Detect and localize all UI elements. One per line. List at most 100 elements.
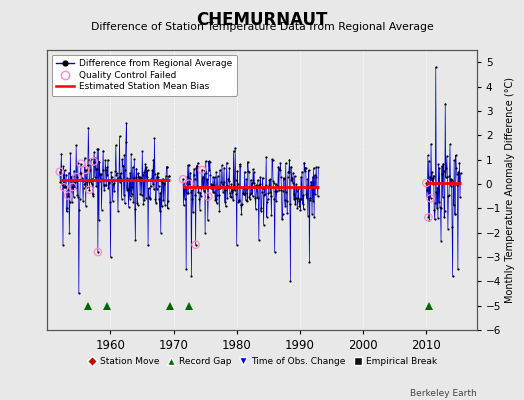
Point — [290, 196, 298, 202]
Point — [281, 202, 289, 209]
Point — [313, 184, 321, 190]
Point — [281, 160, 290, 166]
Point — [113, 176, 122, 182]
Point — [300, 160, 308, 166]
Point — [102, 182, 111, 188]
Point — [265, 177, 274, 184]
Point — [114, 208, 122, 214]
Point — [88, 175, 96, 182]
Point — [103, 164, 111, 171]
Point — [94, 249, 102, 255]
Point — [255, 182, 264, 188]
Point — [433, 184, 442, 191]
Point — [277, 187, 286, 194]
Point — [117, 196, 126, 202]
Point — [179, 202, 188, 208]
Point — [250, 184, 259, 190]
Point — [199, 188, 208, 194]
Point — [426, 174, 434, 180]
Point — [450, 157, 458, 164]
Point — [262, 154, 270, 160]
Point — [121, 200, 129, 206]
Point — [150, 186, 158, 192]
Point — [154, 174, 162, 180]
Point — [186, 170, 194, 176]
Point — [243, 197, 252, 204]
Point — [67, 174, 75, 180]
Point — [280, 176, 288, 182]
Point — [83, 179, 91, 186]
Point — [107, 174, 116, 180]
Point — [424, 214, 433, 220]
Point — [115, 174, 123, 180]
Point — [254, 176, 262, 183]
Point — [56, 168, 64, 175]
Point — [111, 177, 119, 183]
Point — [299, 206, 308, 212]
Point — [182, 266, 190, 272]
Point — [427, 195, 435, 202]
Point — [253, 185, 261, 191]
Point — [260, 192, 268, 199]
Point — [425, 158, 433, 164]
Point — [312, 174, 320, 180]
Point — [236, 161, 244, 167]
Point — [159, 197, 168, 203]
Point — [191, 242, 200, 248]
Point — [213, 192, 222, 198]
Point — [203, 176, 211, 183]
Point — [58, 180, 66, 187]
Point — [132, 166, 140, 172]
Point — [308, 211, 316, 217]
Point — [119, 162, 127, 169]
Point — [60, 184, 68, 190]
Point — [294, 186, 302, 192]
Point — [443, 153, 451, 160]
Point — [92, 166, 100, 172]
Point — [57, 166, 65, 172]
Point — [256, 181, 264, 187]
Point — [135, 174, 144, 180]
Point — [110, 180, 118, 186]
Point — [112, 172, 121, 178]
Point — [211, 174, 219, 180]
Text: Berkeley Earth: Berkeley Earth — [410, 389, 477, 398]
Point — [76, 170, 84, 176]
Point — [294, 198, 303, 204]
Point — [260, 184, 269, 190]
Point — [75, 196, 84, 202]
Point — [78, 178, 86, 184]
Point — [289, 170, 297, 176]
Point — [93, 166, 101, 172]
Point — [444, 225, 452, 232]
Point — [90, 158, 98, 165]
Point — [149, 181, 157, 188]
Point — [302, 195, 311, 201]
Point — [436, 204, 444, 210]
Point — [218, 162, 226, 168]
Point — [180, 195, 189, 202]
Point — [237, 210, 246, 217]
Point — [263, 214, 271, 220]
Point — [56, 168, 64, 175]
Point — [288, 180, 297, 186]
Point — [269, 177, 277, 184]
Point — [295, 202, 303, 209]
Point — [453, 182, 462, 188]
Point — [145, 194, 154, 200]
Point — [431, 200, 440, 206]
Point — [279, 174, 288, 181]
Point — [59, 242, 67, 248]
Point — [296, 196, 304, 202]
Point — [60, 184, 68, 190]
Point — [123, 186, 131, 193]
Point — [215, 192, 223, 198]
Point — [132, 174, 140, 181]
Point — [68, 199, 76, 205]
Point — [274, 164, 282, 170]
Point — [310, 172, 319, 178]
Point — [437, 238, 445, 244]
Point — [239, 191, 248, 198]
Point — [188, 187, 196, 194]
Point — [148, 167, 157, 174]
